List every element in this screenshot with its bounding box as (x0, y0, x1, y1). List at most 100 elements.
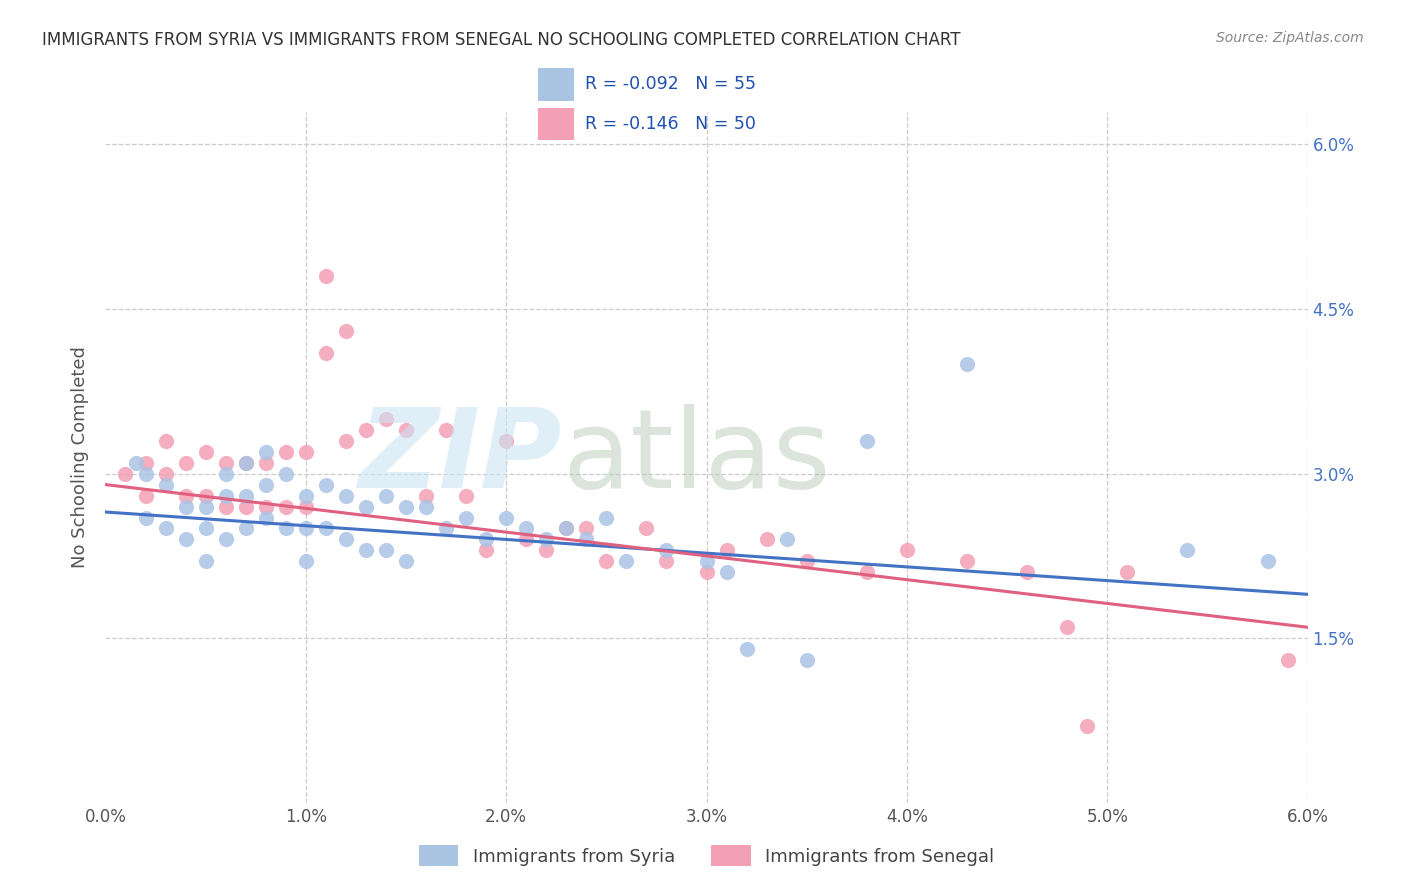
Point (295, 489, 318, 503)
Point (495, 510, 517, 524)
Point (174, 500, 197, 514)
Point (335, 489, 357, 503)
Point (214, 533, 236, 547)
Point (374, 489, 398, 503)
Point (335, 533, 357, 547)
Point (354, 543, 377, 558)
Point (454, 510, 477, 524)
Point (295, 444, 318, 458)
Point (716, 566, 738, 580)
Bar (538, 108, 574, 140)
Point (235, 521, 257, 535)
Point (395, 500, 418, 514)
Text: R = -0.146   N = 50: R = -0.146 N = 50 (585, 115, 755, 133)
Point (254, 456, 277, 470)
Point (1076, 719, 1098, 733)
Point (135, 489, 157, 503)
Point (235, 456, 257, 470)
Point (1257, 554, 1279, 568)
Point (135, 510, 157, 524)
Text: R = -0.092   N = 55: R = -0.092 N = 55 (585, 76, 756, 94)
Point (896, 543, 918, 558)
Point (194, 489, 217, 503)
Point (315, 521, 337, 535)
Point (335, 434, 357, 448)
Point (214, 467, 236, 481)
Point (254, 510, 277, 524)
Point (1056, 620, 1078, 634)
Point (194, 554, 217, 568)
Point (235, 489, 257, 503)
Bar (538, 69, 574, 101)
Point (595, 510, 617, 524)
Point (696, 566, 718, 580)
Point (124, 456, 146, 470)
Point (155, 434, 177, 448)
Point (135, 467, 157, 481)
Legend: Immigrants from Syria, Immigrants from Senegal: Immigrants from Syria, Immigrants from S… (412, 838, 1001, 873)
Point (555, 521, 578, 535)
Point (395, 554, 418, 568)
Point (555, 521, 578, 535)
Point (956, 357, 979, 371)
Point (415, 500, 437, 514)
Point (434, 423, 457, 437)
Point (855, 434, 877, 448)
Point (315, 269, 337, 284)
Point (274, 467, 297, 481)
Point (515, 533, 537, 547)
Point (534, 543, 557, 558)
Point (956, 554, 979, 568)
Point (114, 467, 136, 481)
Point (796, 653, 818, 667)
Point (595, 554, 617, 568)
Point (315, 346, 337, 360)
Point (1277, 653, 1299, 667)
Point (315, 477, 337, 491)
Point (534, 533, 557, 547)
Point (495, 434, 517, 448)
Point (374, 543, 398, 558)
Point (335, 324, 357, 338)
Point (655, 554, 678, 568)
Point (174, 456, 197, 470)
Point (616, 554, 638, 568)
Point (254, 477, 277, 491)
Point (735, 642, 758, 657)
Point (194, 444, 217, 458)
Point (575, 521, 598, 535)
Point (194, 500, 217, 514)
Point (174, 489, 197, 503)
Point (374, 411, 398, 425)
Point (174, 533, 197, 547)
Point (214, 489, 236, 503)
Point (855, 566, 877, 580)
Y-axis label: No Schooling Completed: No Schooling Completed (72, 346, 90, 568)
Point (716, 543, 738, 558)
Point (295, 521, 318, 535)
Point (155, 477, 177, 491)
Point (274, 444, 297, 458)
Point (475, 533, 498, 547)
Point (295, 500, 318, 514)
Point (415, 489, 437, 503)
Point (295, 554, 318, 568)
Point (214, 500, 236, 514)
Point (454, 489, 477, 503)
Point (194, 521, 217, 535)
Point (434, 521, 457, 535)
Point (155, 467, 177, 481)
Point (776, 533, 799, 547)
Point (254, 444, 277, 458)
Point (354, 500, 377, 514)
Point (1017, 566, 1039, 580)
Point (796, 554, 818, 568)
Point (155, 521, 177, 535)
Point (515, 521, 537, 535)
Point (755, 533, 778, 547)
Text: Source: ZipAtlas.com: Source: ZipAtlas.com (1216, 31, 1364, 45)
Point (1175, 543, 1198, 558)
Point (254, 500, 277, 514)
Text: atlas: atlas (562, 404, 831, 510)
Point (274, 521, 297, 535)
